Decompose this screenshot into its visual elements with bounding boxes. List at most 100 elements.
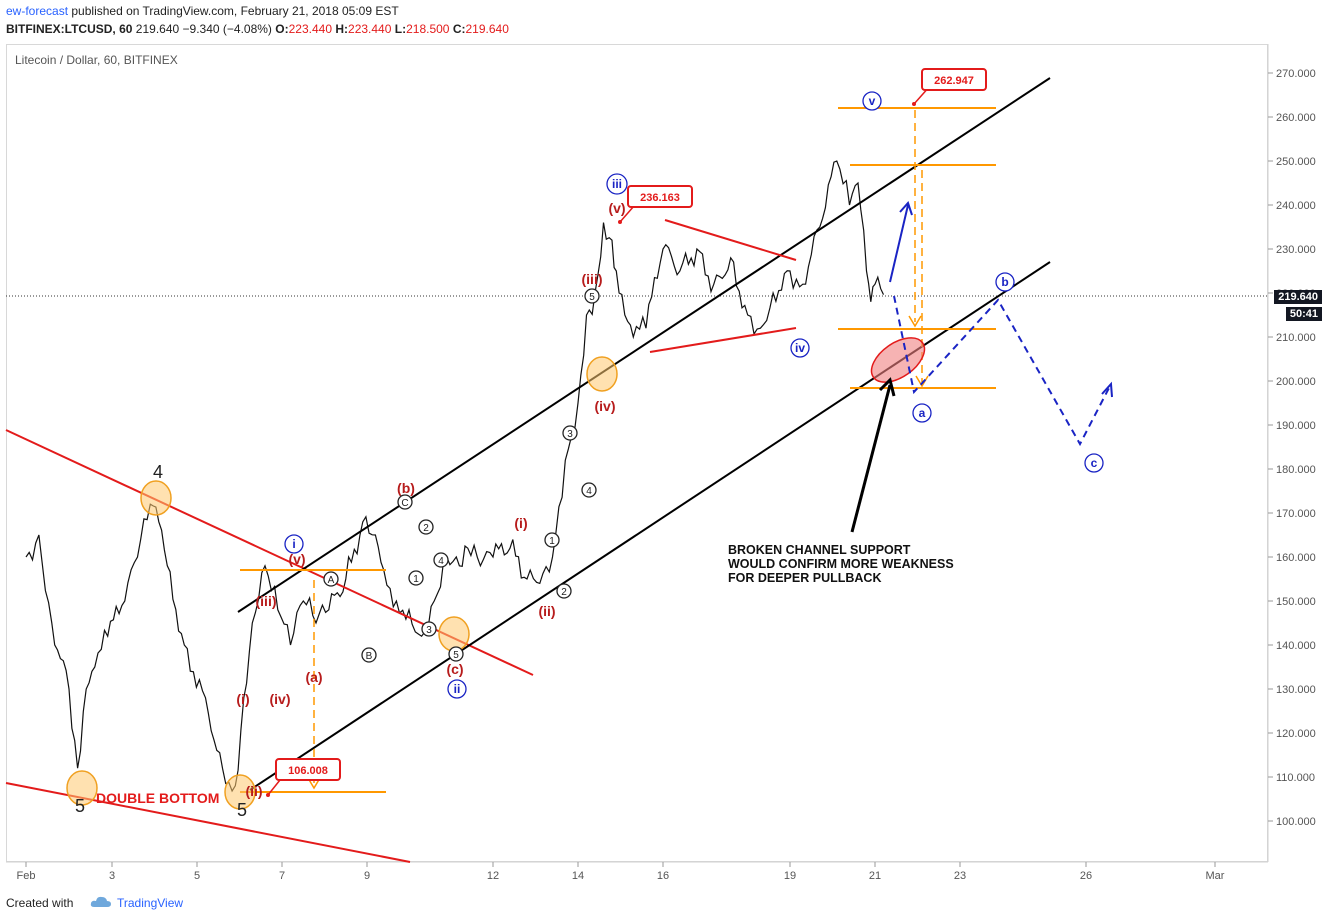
wave-iii-label: (iii) (582, 271, 603, 287)
chart-canvas[interactable]: 100.000 110.000 120.000 130.000 140.000 150.0… (0, 0, 1328, 888)
wave-3-circle (421, 621, 437, 637)
y-tick-label: 240.000 (1276, 200, 1316, 212)
wave-2: 2 (423, 523, 429, 534)
callout-dot (266, 793, 270, 797)
wave-labels: 4 5 5 (i) (ii) (iii) (iv) (v) (a) (b) (c) (i) (ii) (i… (75, 91, 1104, 820)
publish-line: ew-forecast published on TradingView.com… (6, 4, 399, 18)
wave-iii-circle (606, 173, 628, 195)
low-label: L: (394, 22, 407, 36)
y-tick-label: 160.000 (1276, 552, 1316, 564)
wave-a-circle (912, 403, 932, 423)
y-tick-label: 270.000 (1276, 68, 1316, 80)
x-tick-label: 7 (279, 870, 285, 882)
callout-dot (618, 220, 622, 224)
pointer-arrowhead (878, 377, 896, 397)
y-tick-label: 180.000 (1276, 464, 1316, 476)
wave-i-circle (284, 534, 304, 554)
price-axis[interactable]: 100.000 110.000 120.000 130.000 140.000 150.0… (1268, 68, 1316, 828)
tradingview-cloud-icon (90, 896, 111, 907)
triangle-upper-line (664, 219, 797, 261)
x-tick-label: 21 (869, 870, 881, 882)
highlight-circle (224, 774, 256, 810)
wave-5-circle (584, 288, 600, 304)
wave-5-label: 5 (237, 800, 247, 820)
y-tick-label: 250.000 (1276, 156, 1316, 168)
created-with-text: Created with (6, 896, 74, 910)
wave-c: c (1091, 456, 1098, 470)
wave-A: A (328, 575, 335, 586)
wave-1-circle (544, 532, 560, 548)
wave-2-circle (556, 583, 572, 599)
wave-iii: iii (612, 177, 622, 191)
wave-B: B (366, 651, 373, 662)
broken-support-highlight (870, 337, 926, 383)
wave-3: 3 (567, 429, 573, 440)
wave-iv-label: (iv) (595, 398, 616, 414)
wave-5: 5 (453, 650, 459, 661)
x-tick-label: 26 (1080, 870, 1092, 882)
wave-a-label: (a) (305, 669, 322, 685)
wave-i: i (292, 537, 295, 551)
open-value: 223.440 (288, 22, 333, 36)
tradingview-link[interactable]: TradingView (117, 896, 184, 910)
wave-b-circle (995, 272, 1015, 292)
chart-title: Litecoin / Dollar, 60, BITFINEX (15, 53, 178, 67)
high-label: H: (335, 22, 349, 36)
wave-A-circle (323, 571, 339, 587)
wave-v: v (869, 94, 876, 108)
wave-v-circle (862, 91, 882, 111)
y-tick-label: 100.000 (1276, 816, 1316, 828)
price-series (25, 160, 885, 793)
triangle-lower-line (649, 327, 797, 353)
y-tick-label: 140.000 (1276, 640, 1316, 652)
note-line: FOR DEEPER PULLBACK (728, 571, 881, 585)
wave-1: 1 (413, 574, 419, 585)
wave-b-label: (b) (397, 480, 415, 496)
wave-c-circle (1084, 453, 1104, 473)
note-line: WOULD CONFIRM MORE WEAKNESS (728, 557, 954, 571)
wave-b: b (1001, 275, 1008, 289)
channel-upper-line (237, 77, 1051, 613)
price-callout-262: 262.947 (934, 75, 974, 87)
callout-box (275, 758, 341, 781)
x-tick-label: Feb (17, 870, 36, 882)
wave-iv-label: (iv) (270, 691, 291, 707)
wave-iv-circle (790, 338, 810, 358)
change-value: −9.340 (−4.08%) (182, 22, 272, 36)
bullish-arrowhead (899, 201, 913, 216)
wave-v-label: (v) (288, 551, 305, 567)
wave-5-label: 5 (75, 796, 85, 816)
x-tick-label: 9 (364, 870, 370, 882)
callout-pointer (619, 205, 635, 223)
close-value: 219.640 (465, 22, 509, 36)
low-value: 218.500 (406, 22, 450, 36)
wave-ii-label: (ii) (538, 603, 555, 619)
wave-v-label: (v) (608, 200, 625, 216)
wave-i-label: (i) (236, 691, 249, 707)
wave-iii-label: (iii) (256, 593, 277, 609)
wave-4: 4 (586, 486, 592, 497)
close-label: C: (452, 22, 466, 36)
fib-levels (240, 107, 996, 793)
y-tick-label: 210.000 (1276, 332, 1316, 344)
y-tick-label: 170.000 (1276, 508, 1316, 520)
wave-2: 2 (561, 587, 567, 598)
open-label: O: (275, 22, 289, 36)
published-text: published on TradingView.com, February 2… (71, 4, 399, 18)
wave-4-circle (581, 482, 597, 498)
top-bar: ew-forecast published on TradingView.com… (0, 0, 1328, 42)
highlight-circle (586, 356, 618, 392)
callout-dot (912, 102, 916, 106)
price-callout-106: 106.008 (288, 765, 328, 777)
wave-B-circle (361, 647, 377, 663)
wave-1: 1 (549, 536, 555, 547)
wave-iv: iv (795, 341, 805, 355)
pointer-arrow-line (850, 384, 892, 533)
wave-ii-label: (ii) (245, 783, 262, 799)
symbol-label: BITFINEX:LTCUSD, 60 (6, 22, 133, 36)
author-link[interactable]: ew-forecast (6, 4, 69, 18)
price-callouts: 262.947 236.163 106.008 (266, 68, 987, 797)
time-axis[interactable]: Feb 3 5 7 9 12 14 16 19 21 23 26 Mar (17, 862, 1225, 882)
callout-pointer (267, 779, 281, 796)
highlight-circle (66, 770, 98, 806)
